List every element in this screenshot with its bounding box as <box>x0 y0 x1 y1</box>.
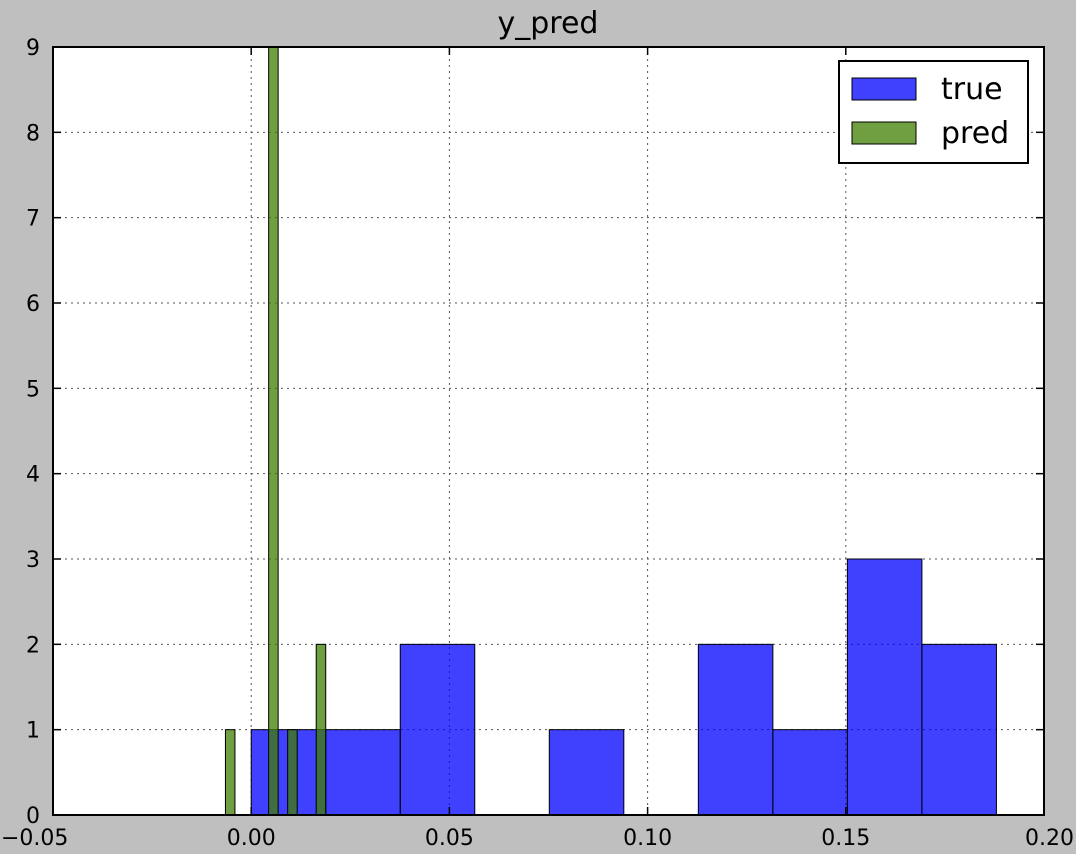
bar-pred <box>315 643 327 816</box>
bar-true <box>921 643 997 816</box>
gridlines <box>53 47 1044 815</box>
x-tick-label: 0.10 <box>623 826 672 851</box>
bar-pred <box>287 729 298 816</box>
x-tick-label: 0.20 <box>1025 826 1074 851</box>
legend-swatch-pred <box>851 121 917 145</box>
x-tick-label: 0.00 <box>227 826 276 851</box>
plot-frame <box>52 46 1045 816</box>
y-tick-label: 7 <box>26 207 40 232</box>
y-tick-label: 0 <box>26 804 40 829</box>
tick-marks <box>52 46 1045 816</box>
legend: true pred <box>838 60 1029 164</box>
x-tick-label: 0.15 <box>821 826 870 851</box>
legend-label-pred: pred <box>941 116 1009 151</box>
y-tick-labels: 0 1 2 3 4 5 6 7 8 9 <box>26 36 40 829</box>
y-tick-label: 2 <box>26 633 40 658</box>
y-tick-label: 8 <box>26 121 40 146</box>
y-tick-label: 1 <box>26 719 40 744</box>
bar-true <box>548 729 625 816</box>
x-tick-label: 0.05 <box>425 826 474 851</box>
legend-box <box>838 60 1029 164</box>
y-tick-label: 4 <box>26 463 40 488</box>
bar-true <box>846 558 923 816</box>
x-tick-labels: −0.05 0.00 0.05 0.10 0.15 0.20 <box>1 826 1074 851</box>
y-tick-label: 5 <box>26 377 40 402</box>
bar-true <box>772 729 848 816</box>
bar-pred <box>224 729 236 816</box>
x-tick-label: −0.05 <box>1 826 68 851</box>
legend-swatch-true <box>851 77 917 101</box>
bar-true <box>697 643 774 816</box>
y-tick-label: 3 <box>26 548 40 573</box>
y-tick-label: 9 <box>26 36 40 61</box>
legend-label-true: true <box>941 72 1003 107</box>
bar-pred <box>268 46 279 816</box>
bar-true <box>325 729 401 816</box>
bar-true <box>399 643 476 816</box>
y-tick-label: 6 <box>26 292 40 317</box>
chart-title: y_pred <box>498 6 599 41</box>
